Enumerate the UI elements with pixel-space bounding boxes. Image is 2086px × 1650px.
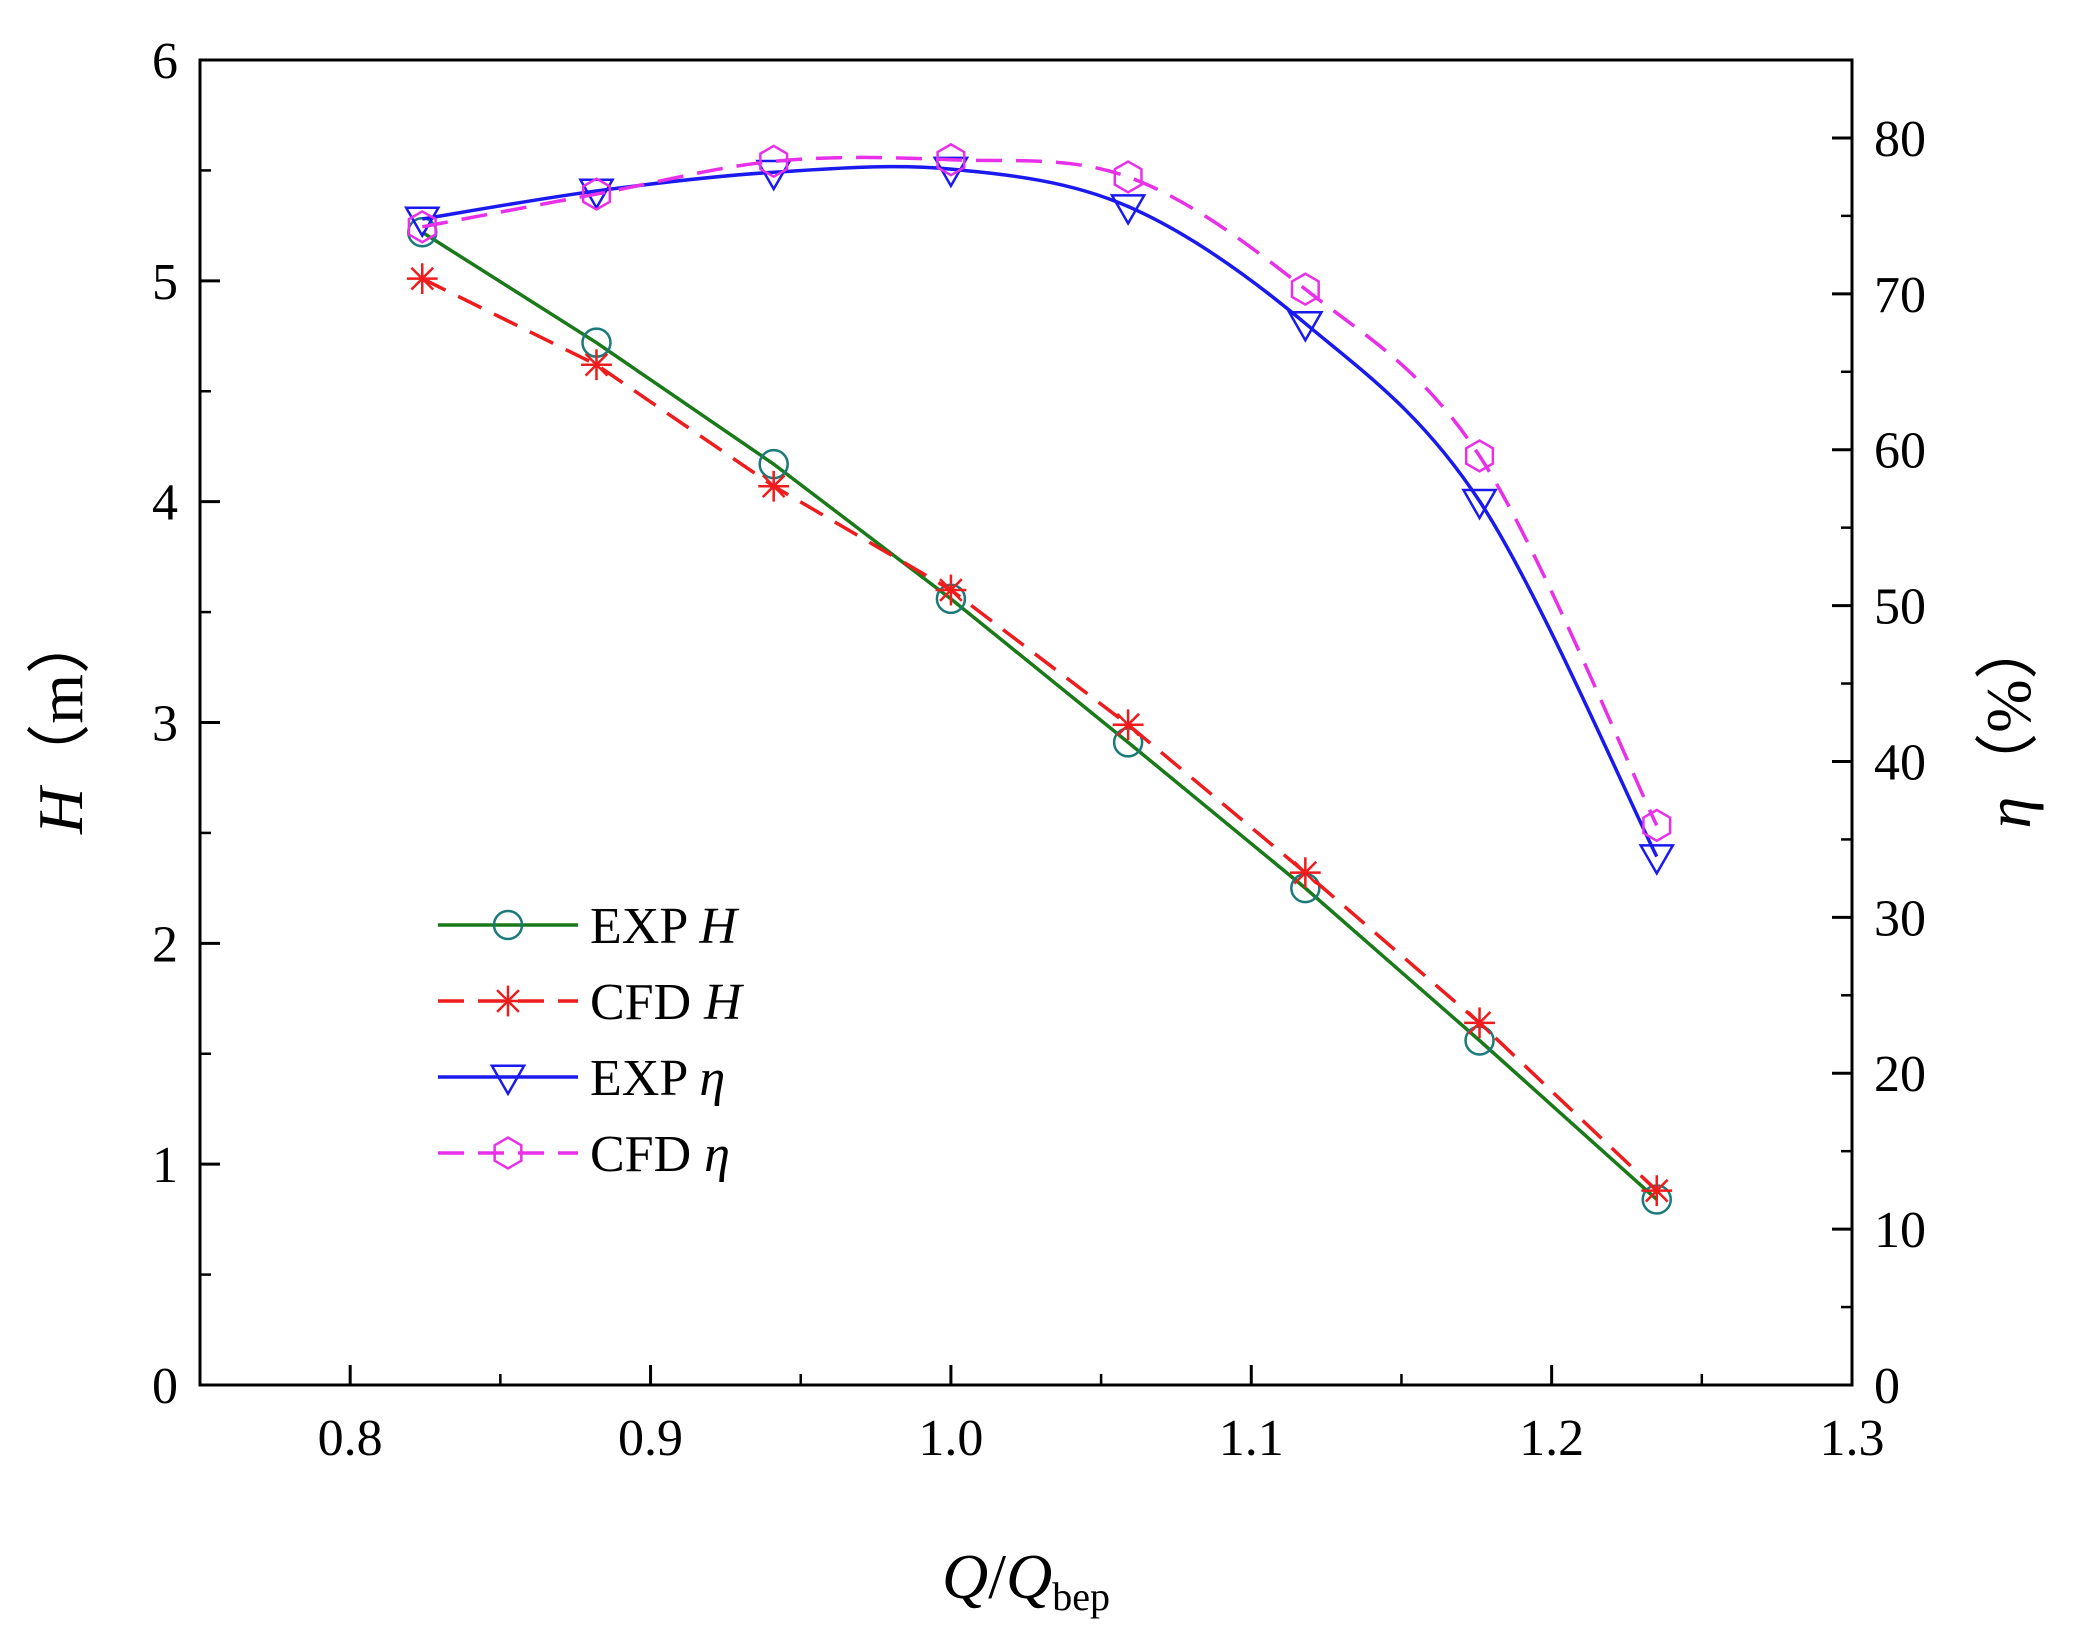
data-point-cfd-eta <box>1464 439 1495 473</box>
legend-marker <box>492 985 524 1017</box>
y-right-tick-label: 40 <box>1874 734 1926 791</box>
series-line-exp-h <box>421 230 1658 1201</box>
x-tick-label: 0.8 <box>318 1410 383 1467</box>
x-axis-ticks: 0.8 0.9 1.0 1.1 1.2 1.3 <box>198 1365 1885 1467</box>
legend: EXP H CFD H EXP η CFD η <box>438 898 744 1183</box>
asterisk-stroke <box>1467 1011 1492 1035</box>
legend-item-cfd-h: CFD H <box>438 974 744 1031</box>
y-right-tick-label: 20 <box>1874 1046 1926 1103</box>
series-cfd-eta <box>407 142 1672 843</box>
data-point-cfd-h <box>935 574 967 606</box>
x-tick-label: 0.9 <box>618 1410 683 1467</box>
data-point-exp-eta <box>1461 488 1498 521</box>
asterisk-stroke <box>410 266 435 291</box>
y-right-axis-title: η（%） <box>1973 615 2044 828</box>
y-right-tick-label: 60 <box>1874 423 1926 480</box>
y-left-tick-label: 5 <box>152 254 178 311</box>
x-tick-label: 1.2 <box>1519 1410 1584 1467</box>
y-right-tick-label: 80 <box>1874 111 1926 168</box>
x-tick-label: 1.0 <box>918 1410 983 1467</box>
y-left-axis-title: H（m） <box>25 610 96 835</box>
series-layer <box>404 142 1676 1215</box>
data-point-exp-eta <box>1287 310 1324 343</box>
legend-marker <box>489 1064 527 1097</box>
legend-marker <box>492 909 524 941</box>
y-right-tick-label: 10 <box>1874 1202 1926 1259</box>
asterisk-stroke <box>1293 860 1318 885</box>
data-point-exp-eta <box>755 159 792 192</box>
data-point-cfd-h <box>1464 1007 1495 1039</box>
data-point-exp-eta <box>1109 194 1147 226</box>
series-line-cfd-h <box>421 277 1658 1192</box>
data-point-cfd-eta <box>407 209 437 244</box>
data-point-cfd-h <box>1289 857 1321 889</box>
data-point-cfd-eta <box>581 177 612 211</box>
x-tick-label: 1.1 <box>1219 1410 1284 1467</box>
y-right-tick-label: 0 <box>1874 1358 1900 1415</box>
x-tick-label: 1.3 <box>1820 1410 1885 1467</box>
y-left-tick-label: 2 <box>152 916 178 973</box>
data-point-exp-eta <box>1638 844 1676 876</box>
asterisk-stroke <box>1116 712 1140 737</box>
series-line-exp-eta <box>421 164 1659 858</box>
data-point-cfd-eta <box>759 144 789 179</box>
legend-label: CFD H <box>590 974 744 1031</box>
legend-label: EXP H <box>590 898 739 955</box>
data-point-cfd-eta <box>1113 160 1143 194</box>
y-right-axis-ticks: 0 10 20 30 40 50 60 70 80 <box>1832 111 1926 1415</box>
legend-item-cfd-eta: CFD η <box>438 1126 730 1183</box>
asterisk-stroke <box>496 989 520 1013</box>
data-point-cfd-eta <box>1642 808 1672 843</box>
y-left-tick-label: 6 <box>152 33 178 90</box>
data-point-cfd-h <box>758 470 790 502</box>
y-right-tick-label: 30 <box>1874 890 1926 947</box>
series-line-cfd-eta <box>421 155 1659 827</box>
asterisk-stroke <box>584 352 609 377</box>
x-axis-title: Q/Qbep <box>942 1541 1110 1619</box>
data-point-cfd-h <box>1641 1175 1673 1207</box>
data-point-cfd-h <box>581 349 612 381</box>
y-left-tick-label: 3 <box>152 696 178 753</box>
y-right-tick-label: 50 <box>1874 579 1926 636</box>
y-left-tick-label: 1 <box>152 1137 178 1194</box>
y-left-tick-label: 0 <box>152 1358 178 1415</box>
y-right-tick-label: 70 <box>1874 267 1926 324</box>
y-left-axis-ticks: 0 1 2 3 4 5 6 <box>152 33 220 1415</box>
data-point-cfd-h <box>1112 709 1144 741</box>
legend-label: EXP η <box>590 1050 725 1107</box>
y-left-tick-label: 4 <box>152 475 178 532</box>
legend-item-exp-eta: EXP η <box>438 1050 725 1107</box>
data-point-cfd-eta <box>936 142 966 177</box>
data-point-cfd-h <box>406 263 438 295</box>
data-point-cfd-eta <box>1290 272 1320 306</box>
legend-label: CFD η <box>590 1126 730 1183</box>
series-exp-eta <box>404 156 1676 876</box>
asterisk-stroke <box>939 578 963 602</box>
series-cfd-h <box>406 263 1673 1207</box>
asterisk-stroke <box>761 474 786 498</box>
data-point-exp-eta <box>404 206 441 239</box>
legend-marker <box>493 1136 523 1170</box>
legend-item-exp-h: EXP H <box>438 898 739 955</box>
plot-frame <box>198 58 1854 1387</box>
asterisk-stroke <box>1644 1178 1669 1203</box>
